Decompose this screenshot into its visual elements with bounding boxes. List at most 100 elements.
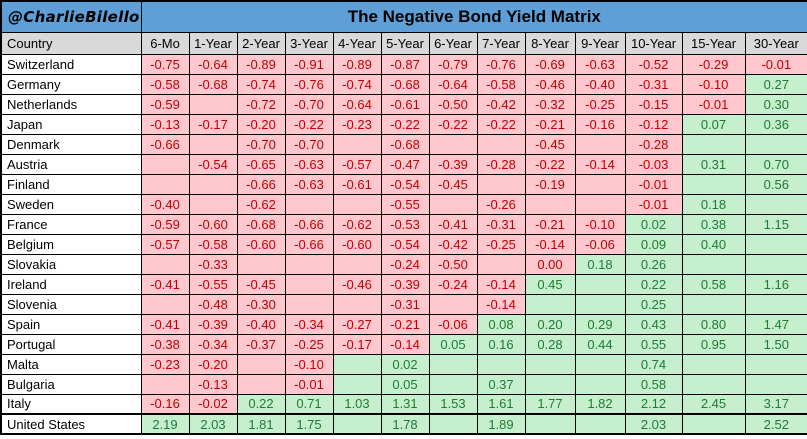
table-row: Malta -0.23 -0.20 -0.10 0.02 0.74 <box>0 353 807 375</box>
yield-cell: -0.17 <box>332 333 382 355</box>
country-label: Malta <box>0 353 142 375</box>
yield-cell: -0.41 <box>428 213 478 235</box>
yield-cell: 0.02 <box>624 213 683 235</box>
country-label: Portugal <box>0 333 142 355</box>
table-row: Italy -0.16 -0.02 0.22 0.71 1.03 1.31 1.53 1.61 1… <box>0 393 807 415</box>
yield-cell: -0.10 <box>284 353 334 375</box>
yield-cell: -0.59 <box>140 213 190 235</box>
yield-cell <box>574 293 626 315</box>
country-label: Japan <box>0 113 142 135</box>
country-label: Austria <box>0 153 142 175</box>
yield-cell: -0.52 <box>624 53 683 75</box>
yield-cell: -0.40 <box>140 193 190 215</box>
yield-cell: 0.71 <box>284 393 334 415</box>
yield-cell: -0.63 <box>284 153 334 175</box>
yield-cell <box>284 273 334 295</box>
yield-cell: 0.02 <box>380 353 430 375</box>
yield-cell: 0.56 <box>744 173 807 195</box>
yield-cell: -0.22 <box>380 113 430 135</box>
yield-cell: 0.18 <box>574 253 626 275</box>
yield-cell: -0.10 <box>681 73 746 95</box>
table-row: Netherlands -0.59 -0.72 -0.70 -0.64 -0.61 -0.5… <box>0 93 807 115</box>
yield-cell: -0.01 <box>624 173 683 195</box>
yield-cell: -0.89 <box>332 53 382 75</box>
yield-cell: -0.45 <box>524 133 576 155</box>
yield-cell <box>236 353 286 375</box>
table-title: The Negative Bond Yield Matrix <box>140 0 807 33</box>
yield-cell: -0.22 <box>284 113 334 135</box>
yield-cell <box>188 93 238 115</box>
yield-cell <box>524 353 576 375</box>
yield-cell: 0.55 <box>624 333 683 355</box>
yield-cell: 0.22 <box>624 273 683 295</box>
yield-cell: -0.47 <box>380 153 430 175</box>
yield-cell <box>681 413 746 435</box>
yield-cell <box>332 133 382 155</box>
yield-cell: -0.22 <box>428 113 478 135</box>
yield-cell: -0.66 <box>236 173 286 195</box>
yield-cell: 0.07 <box>681 113 746 135</box>
column-header-country: Country <box>0 31 142 55</box>
yield-cell: -0.62 <box>236 193 286 215</box>
yield-cell: 0.70 <box>744 153 807 175</box>
yield-cell: -0.61 <box>332 173 382 195</box>
yield-cell: -0.42 <box>476 93 526 115</box>
yield-cell: -0.74 <box>332 73 382 95</box>
country-label: Germany <box>0 73 142 95</box>
yield-cell <box>332 293 382 315</box>
yield-cell: 1.61 <box>476 393 526 415</box>
column-header-9-year: 9-Year <box>574 31 626 55</box>
yield-cell: -0.55 <box>188 273 238 295</box>
yield-cell: -0.66 <box>140 133 190 155</box>
yield-cell: 0.30 <box>744 93 807 115</box>
yield-cell: -0.60 <box>188 213 238 235</box>
yield-cell: 0.38 <box>681 213 746 235</box>
yield-cell: -0.55 <box>380 193 430 215</box>
yield-cell <box>476 353 526 375</box>
yield-cell: 1.77 <box>524 393 576 415</box>
yield-cell: 0.16 <box>476 333 526 355</box>
yield-cell <box>428 413 478 435</box>
yield-cell: -0.45 <box>236 273 286 295</box>
column-header-3-year: 3-Year <box>284 31 334 55</box>
yield-cell: -0.01 <box>681 93 746 115</box>
yield-cell: 2.12 <box>624 393 683 415</box>
yield-cell: 1.89 <box>476 413 526 435</box>
yield-cell: -0.72 <box>236 93 286 115</box>
yield-cell: -0.58 <box>140 73 190 95</box>
column-header-7-year: 7-Year <box>476 31 526 55</box>
table-row: France -0.59 -0.60 -0.68 -0.66 -0.62 -0.53 -0.4… <box>0 213 807 235</box>
yield-cell: -0.16 <box>574 113 626 135</box>
yield-cell: -0.23 <box>140 353 190 375</box>
yield-cell <box>428 373 478 395</box>
yield-cell: -0.42 <box>428 233 478 255</box>
yield-cell: 3.17 <box>744 393 807 415</box>
yield-cell <box>140 293 190 315</box>
yield-cell: -0.15 <box>624 93 683 115</box>
yield-cell: -0.12 <box>624 113 683 135</box>
yield-cell: -0.10 <box>574 213 626 235</box>
yield-cell: -0.14 <box>524 233 576 255</box>
yield-cell: -0.57 <box>332 153 382 175</box>
yield-cell <box>476 173 526 195</box>
yield-cell: -0.66 <box>284 213 334 235</box>
yield-cell: -0.41 <box>140 313 190 335</box>
column-header-6-mo: 6-Mo <box>140 31 190 55</box>
country-label: France <box>0 213 142 235</box>
yield-cell: -0.54 <box>188 153 238 175</box>
yield-cell: -0.14 <box>380 333 430 355</box>
yield-cell <box>681 373 746 395</box>
yield-cell <box>681 253 746 275</box>
yield-cell: 0.31 <box>681 153 746 175</box>
yield-cell: -0.39 <box>428 153 478 175</box>
yield-cell <box>574 413 626 435</box>
yield-cell: -0.20 <box>236 113 286 135</box>
yield-cell <box>681 173 746 195</box>
yield-cell: -0.40 <box>236 313 286 335</box>
yield-cell: -0.13 <box>188 373 238 395</box>
country-label: Netherlands <box>0 93 142 115</box>
yield-cell: 0.44 <box>574 333 626 355</box>
yield-cell: -0.06 <box>428 313 478 335</box>
yield-cell <box>140 373 190 395</box>
